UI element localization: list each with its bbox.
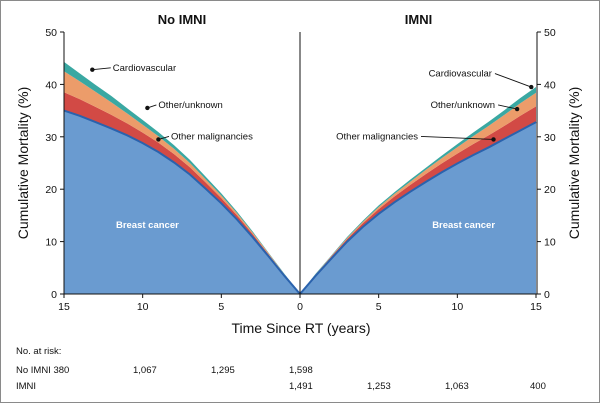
imni-annotation-dot — [514, 106, 520, 112]
imni-area-other-unknown — [300, 92, 536, 294]
no-imni-breast-cancer-line — [63, 109, 301, 295]
right-y-axis-title: Cumulative Mortality (%) — [566, 87, 582, 239]
imni-area-other-malignancies — [300, 106, 536, 295]
no-imni-annotation-other-unknown: Other/unknown — [158, 100, 222, 111]
no-imni-panel-title: No IMNI — [158, 12, 206, 27]
right-y-tick-label: 50 — [544, 27, 556, 39]
imni-annotation-other-unknown: Other/unknown — [431, 100, 495, 111]
mortality-chart: No IMNI Breast cancer Cardiovascular Other/… — [15, 12, 582, 336]
left-y-tick-label: 40 — [45, 79, 57, 91]
x-tick-label: 10 — [137, 301, 149, 313]
imni-annotation-cardiovascular: Cardiovascular — [429, 69, 492, 80]
right-y-tick-label: 40 — [544, 79, 556, 91]
risk-row-no-imni: No IMNI 380 — [16, 365, 69, 376]
left-y-tick-label: 0 — [51, 289, 57, 301]
right-y-tick-label: 20 — [544, 184, 556, 196]
risk-value: 400 — [530, 381, 546, 392]
no-imni-area-other-unknown — [64, 71, 300, 294]
imni-annotation-leader — [494, 73, 532, 88]
no-imni-annotation-other-malignancies: Other malignancies — [171, 131, 253, 142]
imni-area-breast-cancer — [300, 122, 536, 294]
risk-value: 1,067 — [133, 365, 157, 376]
risk-group-imni: IMNI — [16, 381, 37, 392]
x-tick-label: 10 — [451, 301, 463, 313]
x-axis-title: Time Since RT (years) — [232, 320, 371, 336]
x-tick-label: 0 — [297, 301, 303, 313]
no-imni-area-breast-cancer — [64, 110, 300, 294]
right-y-tick-label: 10 — [544, 237, 556, 249]
x-tick-label: 5 — [376, 301, 382, 313]
imni-annotation-dot — [491, 137, 496, 142]
risk-value: 380 — [53, 365, 70, 376]
risk-value: 1,598 — [289, 365, 313, 376]
risk-value: 1,491 — [289, 381, 313, 392]
no-imni-annotation-dot — [90, 67, 95, 72]
risk-value: 1,295 — [211, 365, 235, 376]
left-y-tick-label: 10 — [45, 237, 57, 249]
imni-breast-cancer-line — [299, 121, 537, 295]
risk-table-title: No. at risk: — [16, 346, 62, 357]
no-imni-annotation-dot — [145, 105, 150, 111]
no-imni-annotation-leader — [92, 67, 111, 71]
imni-annotation-dot — [529, 84, 534, 90]
right-y-tick-label: 0 — [544, 289, 550, 301]
imni-annotation-leader — [497, 104, 518, 110]
risk-value: 1,253 — [367, 381, 391, 392]
imni-panel-title: IMNI — [405, 12, 432, 27]
left-y-axis-title: Cumulative Mortality (%) — [15, 87, 31, 239]
risk-value: 1,063 — [445, 381, 469, 392]
no-imni-annotation-cardiovascular: Cardiovascular — [113, 63, 176, 74]
no-imni-annotation-dot — [156, 137, 161, 142]
imni-annotation-leader — [420, 135, 494, 140]
x-tick-label: 15 — [58, 301, 70, 313]
no-imni-inner-label: Breast cancer — [116, 220, 179, 231]
no-imni-area-cardiovascular — [64, 61, 300, 295]
risk-group-no-imni: No IMNI — [16, 365, 51, 376]
left-y-tick-label: 20 — [45, 184, 57, 196]
x-tick-label: 15 — [530, 301, 542, 313]
right-y-tick-label: 30 — [544, 132, 556, 144]
no-imni-area-other-malignancies — [64, 92, 300, 294]
left-y-tick-label: 30 — [45, 132, 57, 144]
imni-annotation-other-malignancies: Other malignancies — [336, 131, 418, 142]
x-tick-label: 5 — [218, 301, 224, 313]
left-y-tick-label: 50 — [45, 27, 57, 39]
imni-inner-label: Breast cancer — [432, 220, 495, 231]
